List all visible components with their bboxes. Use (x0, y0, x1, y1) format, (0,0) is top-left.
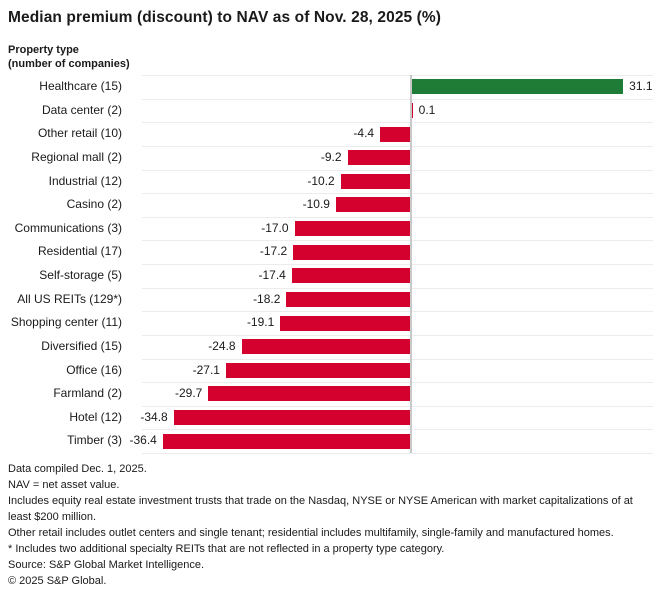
chart-title: Median premium (discount) to NAV as of N… (8, 9, 442, 26)
category-label: Hotel (12) (69, 409, 122, 424)
bar-value-label: 0.1 (418, 102, 436, 117)
footnote-line: Source: S&P Global Market Intelligence. (8, 559, 205, 571)
bar (294, 221, 410, 237)
bar-row: Hotel (12) -34.8 (0, 406, 660, 430)
category-label: Timber (3) (67, 433, 122, 448)
gridline (142, 264, 653, 265)
gridline (142, 429, 653, 431)
bar (225, 362, 410, 378)
category-label: Diversified (15) (41, 338, 122, 353)
bar-row: Residential (17) -17.2 (0, 240, 660, 264)
category-label: Communications (3) (14, 220, 122, 235)
y-axis-header: Property type (number of companies) (8, 44, 130, 71)
gridline (142, 169, 653, 171)
bar-value-label: -10.9 (302, 197, 330, 212)
gridline (142, 405, 653, 407)
category-label: All US REITs (129*) (17, 291, 122, 306)
category-label: Regional mall (2) (31, 149, 122, 164)
category-label: Residential (17) (37, 244, 122, 259)
bar-row: Industrial (12) -10.2 (0, 170, 660, 194)
bar-value-label: -36.4 (129, 433, 157, 448)
bar-row: Farmland (2) -29.7 (0, 382, 660, 406)
bar-row: Shopping center (11) -19.1 (0, 311, 660, 335)
bar-value-label: -17.2 (259, 244, 288, 259)
bar-value-label: -34.8 (140, 409, 168, 424)
category-label: Other retail (10) (37, 126, 122, 141)
bar-row: Timber (3) -36.4 (0, 429, 660, 453)
bar (173, 410, 410, 426)
footnote-line: © 2025 S&P Global. (8, 575, 107, 587)
bar-value-label: -18.2 (253, 291, 281, 306)
bar-value-label: -29.7 (174, 386, 203, 401)
bar-row: Communications (3) -17.0 (0, 217, 660, 241)
bar (293, 244, 410, 260)
bar-row: Healthcare (15) 31.1 (0, 75, 660, 99)
bar (380, 126, 410, 142)
bar-row: Diversified (15) -24.8 (0, 335, 660, 359)
bar-value-label: -27.1 (192, 362, 220, 377)
gridline (142, 382, 653, 384)
bar-value-label: -17.0 (261, 220, 289, 235)
bar (335, 197, 410, 213)
gridline (142, 334, 653, 336)
category-label: Industrial (12) (48, 173, 122, 188)
footnote-line: Data compiled Dec. 1, 2025. (8, 463, 147, 475)
gridline (142, 75, 653, 76)
bar (280, 315, 410, 331)
bar-row: Data center (2) 0.1 (0, 99, 660, 123)
footnotes: Data compiled Dec. 1, 2025. NAV = net ass… (8, 461, 656, 589)
bar (241, 339, 410, 355)
category-label: Self-storage (5) (39, 268, 122, 282)
bar-value-label: -4.4 (353, 126, 375, 141)
category-label: Healthcare (15) (39, 79, 122, 93)
gridline (142, 193, 653, 195)
gridline (142, 122, 653, 124)
footnote-line: NAV = net asset value. (8, 479, 120, 491)
bar-value-label: 31.1 (629, 79, 653, 93)
bar-row: Office (16) -27.1 (0, 359, 660, 383)
bar (291, 268, 410, 284)
bar (162, 433, 410, 449)
gridline (142, 98, 653, 100)
bar-value-label: -19.1 (246, 315, 275, 330)
bar-value-label: -10.2 (307, 173, 335, 188)
bar-row: Other retail (10) -4.4 (0, 122, 660, 146)
bar-row: Self-storage (5) -17.4 (0, 264, 660, 288)
gridline (142, 311, 653, 313)
gridline (142, 216, 653, 218)
bar-chart-plot: Healthcare (15) 31.1 Data center (2) 0.1… (0, 75, 660, 454)
category-label: Office (16) (66, 362, 122, 377)
footnote-line: Other retail includes outlet centers and… (8, 527, 614, 539)
footnote-line: Includes equity real estate investment t… (8, 495, 633, 523)
bar (340, 173, 410, 189)
category-label: Shopping center (11) (10, 315, 122, 330)
gridline (142, 145, 653, 147)
bar-value-label: -9.2 (320, 149, 342, 164)
bar (347, 150, 410, 166)
bar-value-label: -17.4 (258, 268, 286, 282)
y-axis-header-line2: (number of companies) (8, 57, 130, 70)
category-label: Data center (2) (41, 102, 122, 117)
bar-value-label: -24.8 (208, 338, 236, 353)
zero-axis-line (410, 75, 412, 453)
bar-row: Casino (2) -10.9 (0, 193, 660, 217)
gridline (142, 453, 653, 454)
category-label: Casino (2) (66, 197, 122, 212)
bar-row: All US REITs (129*) -18.2 (0, 288, 660, 312)
bar (286, 291, 410, 307)
bar-row: Regional mall (2) -9.2 (0, 146, 660, 170)
bar (208, 386, 410, 402)
gridline (142, 358, 653, 360)
gridline (142, 287, 653, 289)
gridline (142, 240, 653, 242)
bar (412, 79, 624, 95)
bar (412, 102, 413, 118)
category-label: Farmland (2) (53, 386, 122, 401)
footnote-line: * Includes two additional specialty REIT… (8, 543, 445, 555)
y-axis-header-line1: Property type (8, 44, 79, 56)
